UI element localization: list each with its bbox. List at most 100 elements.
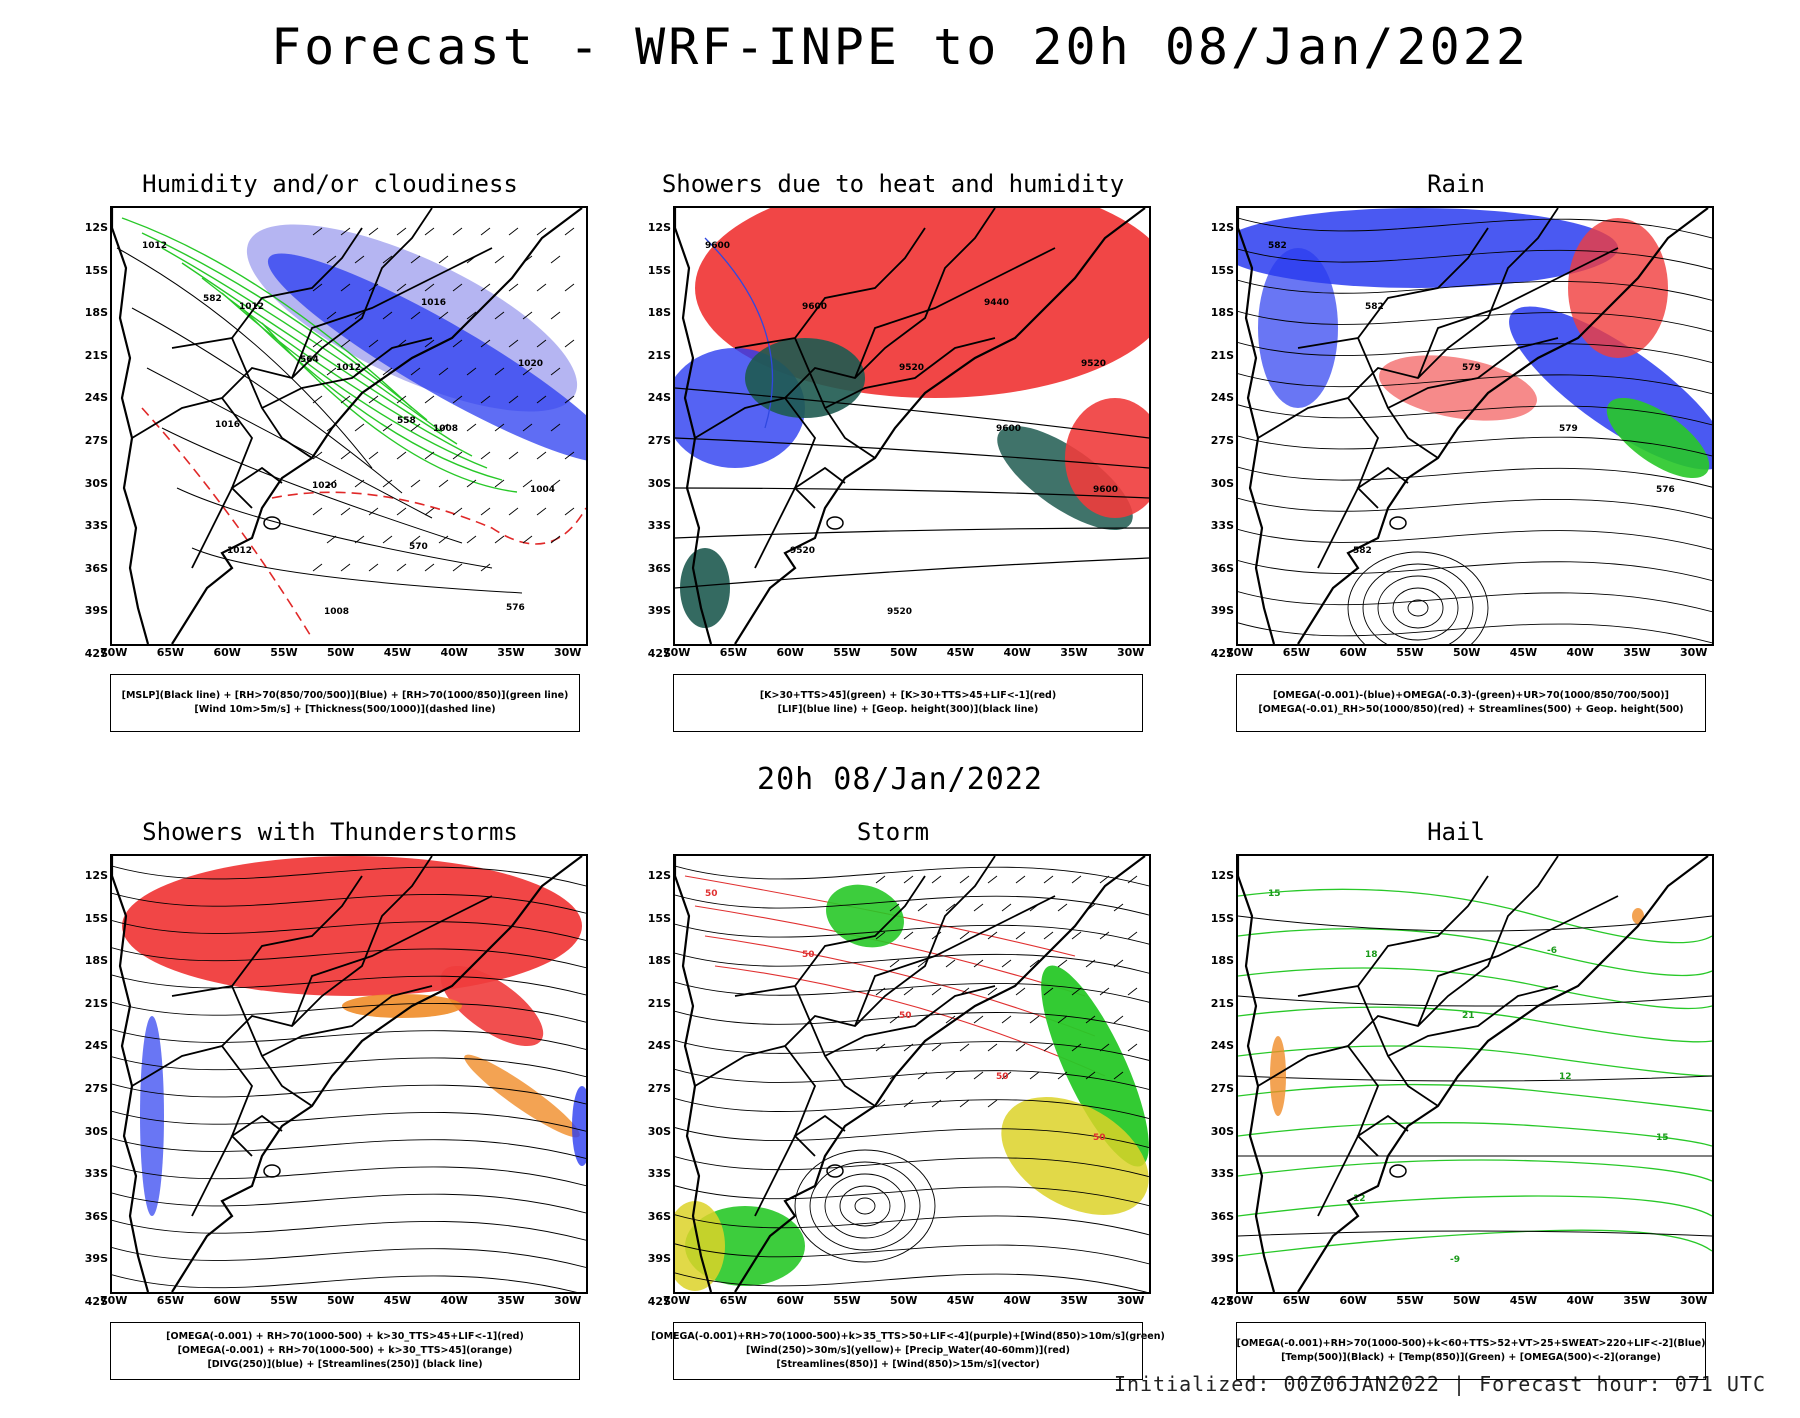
x-tick-label: 35W: [497, 1294, 525, 1307]
streamline: [675, 1243, 1149, 1265]
shaded-area: [680, 548, 730, 628]
map-plot: 50 50 50 50 50: [673, 854, 1151, 1294]
wind-vector: [550, 255, 561, 264]
wind-vector: [396, 507, 407, 516]
wind-vector: [564, 283, 575, 292]
wind-vector: [945, 1071, 956, 1080]
wind-vector: [368, 227, 379, 236]
contour-label: 21: [1462, 1011, 1475, 1021]
streamline: [112, 1192, 586, 1214]
x-tick-label: 40W: [440, 646, 468, 659]
contour-label: 1020: [312, 481, 337, 491]
wind-vector: [396, 395, 407, 404]
y-tick-label: 24S: [84, 1039, 108, 1053]
wind-vector: [550, 423, 561, 432]
y-tick-label: 12S: [84, 221, 108, 234]
contour-label: 9600: [1093, 485, 1118, 495]
streamline: [1238, 466, 1712, 488]
wind-vector: [973, 1071, 984, 1080]
wind-vector: [480, 227, 491, 236]
state-border: [1257, 208, 1559, 439]
wind-vector: [452, 507, 463, 516]
map-svg: 9600 9600 9520 9600 9600 9520 9520 9440 9520: [675, 208, 1149, 644]
panel-storm: Storm 50 50 50 50 50 12S 15S 18S 21S 24S 27S 30S 33S 3…: [633, 818, 1165, 1418]
wind-vector: [987, 931, 998, 940]
contour-label: 579: [1559, 424, 1578, 434]
y-tick-label: 21S: [84, 996, 108, 1010]
wind-vector: [1099, 931, 1110, 940]
contour-line: [1238, 915, 1712, 932]
wind-vector: [1057, 1015, 1068, 1024]
wind-vector: [1001, 903, 1012, 912]
contour-label: 582: [1353, 546, 1372, 556]
y-tick-label: 33S: [1210, 519, 1234, 533]
wind-vector: [875, 1099, 886, 1108]
wind-vector: [340, 451, 351, 460]
streamline: [112, 1138, 586, 1159]
wind-vector: [875, 1043, 886, 1052]
streamline: [112, 1001, 586, 1023]
contour-line: [1238, 1045, 1712, 1077]
wind-vector: [312, 283, 323, 292]
wind-vector: [875, 931, 886, 940]
wind-vector: [1113, 1071, 1124, 1080]
wind-vector: [536, 283, 547, 292]
contour-label: 9520: [887, 607, 912, 617]
contour-line: [694, 905, 1086, 997]
contour-line: [1238, 995, 1712, 1007]
shaded-area: [1258, 248, 1338, 408]
y-tick-label: 36S: [84, 561, 108, 575]
wind-vector: [931, 1099, 942, 1108]
x-tick-label: 40W: [1566, 1294, 1594, 1307]
wind-vector: [508, 227, 519, 236]
wind-vector: [522, 535, 533, 544]
wind-vector: [875, 875, 886, 884]
wind-vector: [466, 311, 477, 320]
y-tick-label: 30S: [1210, 1124, 1234, 1138]
wind-vector: [522, 479, 533, 488]
streamline: [675, 1127, 1149, 1149]
contour-line: [1238, 928, 1712, 977]
contour-label: 15: [1268, 889, 1281, 899]
wind-vector: [1029, 959, 1040, 968]
y-tick-label: 12S: [1210, 869, 1234, 882]
wind-vector: [1057, 959, 1068, 968]
y-tick-label: 27S: [647, 1082, 671, 1095]
y-tick-label: 42S: [647, 647, 671, 660]
panel-title: Hail: [1427, 818, 1485, 846]
x-tick-label: 55W: [270, 1294, 298, 1307]
wind-vector: [1071, 931, 1082, 940]
wind-vector: [1043, 931, 1054, 940]
wind-vector: [1001, 1071, 1012, 1080]
lagoon: [1389, 516, 1407, 530]
y-tick-label: 27S: [1210, 1082, 1234, 1095]
wind-vector: [452, 227, 463, 236]
x-tick-label: 55W: [833, 1294, 861, 1307]
y-tick-label: 42S: [84, 1295, 108, 1308]
valid-time-title: 20h 08/Jan/2022: [757, 762, 1043, 797]
wind-vector: [945, 959, 956, 968]
shaded-area: [572, 1086, 586, 1166]
wind-vector: [438, 479, 449, 488]
x-tick-label: 50W: [1453, 646, 1481, 659]
contour-line: [141, 407, 313, 639]
y-tick-label: 21S: [1210, 348, 1234, 362]
streamline: [112, 1056, 586, 1078]
streamline: [1238, 279, 1712, 301]
y-tick-label: 18S: [647, 306, 671, 320]
wind-vector: [382, 535, 393, 544]
contour-line: [1238, 967, 1712, 1010]
contour-line: [161, 427, 463, 544]
contour-label: 1012: [227, 546, 252, 556]
contour-label: 1020: [518, 359, 543, 369]
wind-vector: [410, 535, 421, 544]
streamline: [675, 1214, 1149, 1236]
y-tick-label: 30S: [647, 1124, 671, 1138]
wind-vector: [508, 339, 519, 348]
y-tick-label: 39S: [1210, 604, 1234, 618]
wind-vector: [1043, 987, 1054, 996]
y-tick-label: 24S: [647, 391, 671, 405]
x-tick-label: 50W: [1453, 1294, 1481, 1307]
x-tick-label: 50W: [327, 1294, 355, 1307]
lagoon: [263, 1164, 281, 1178]
